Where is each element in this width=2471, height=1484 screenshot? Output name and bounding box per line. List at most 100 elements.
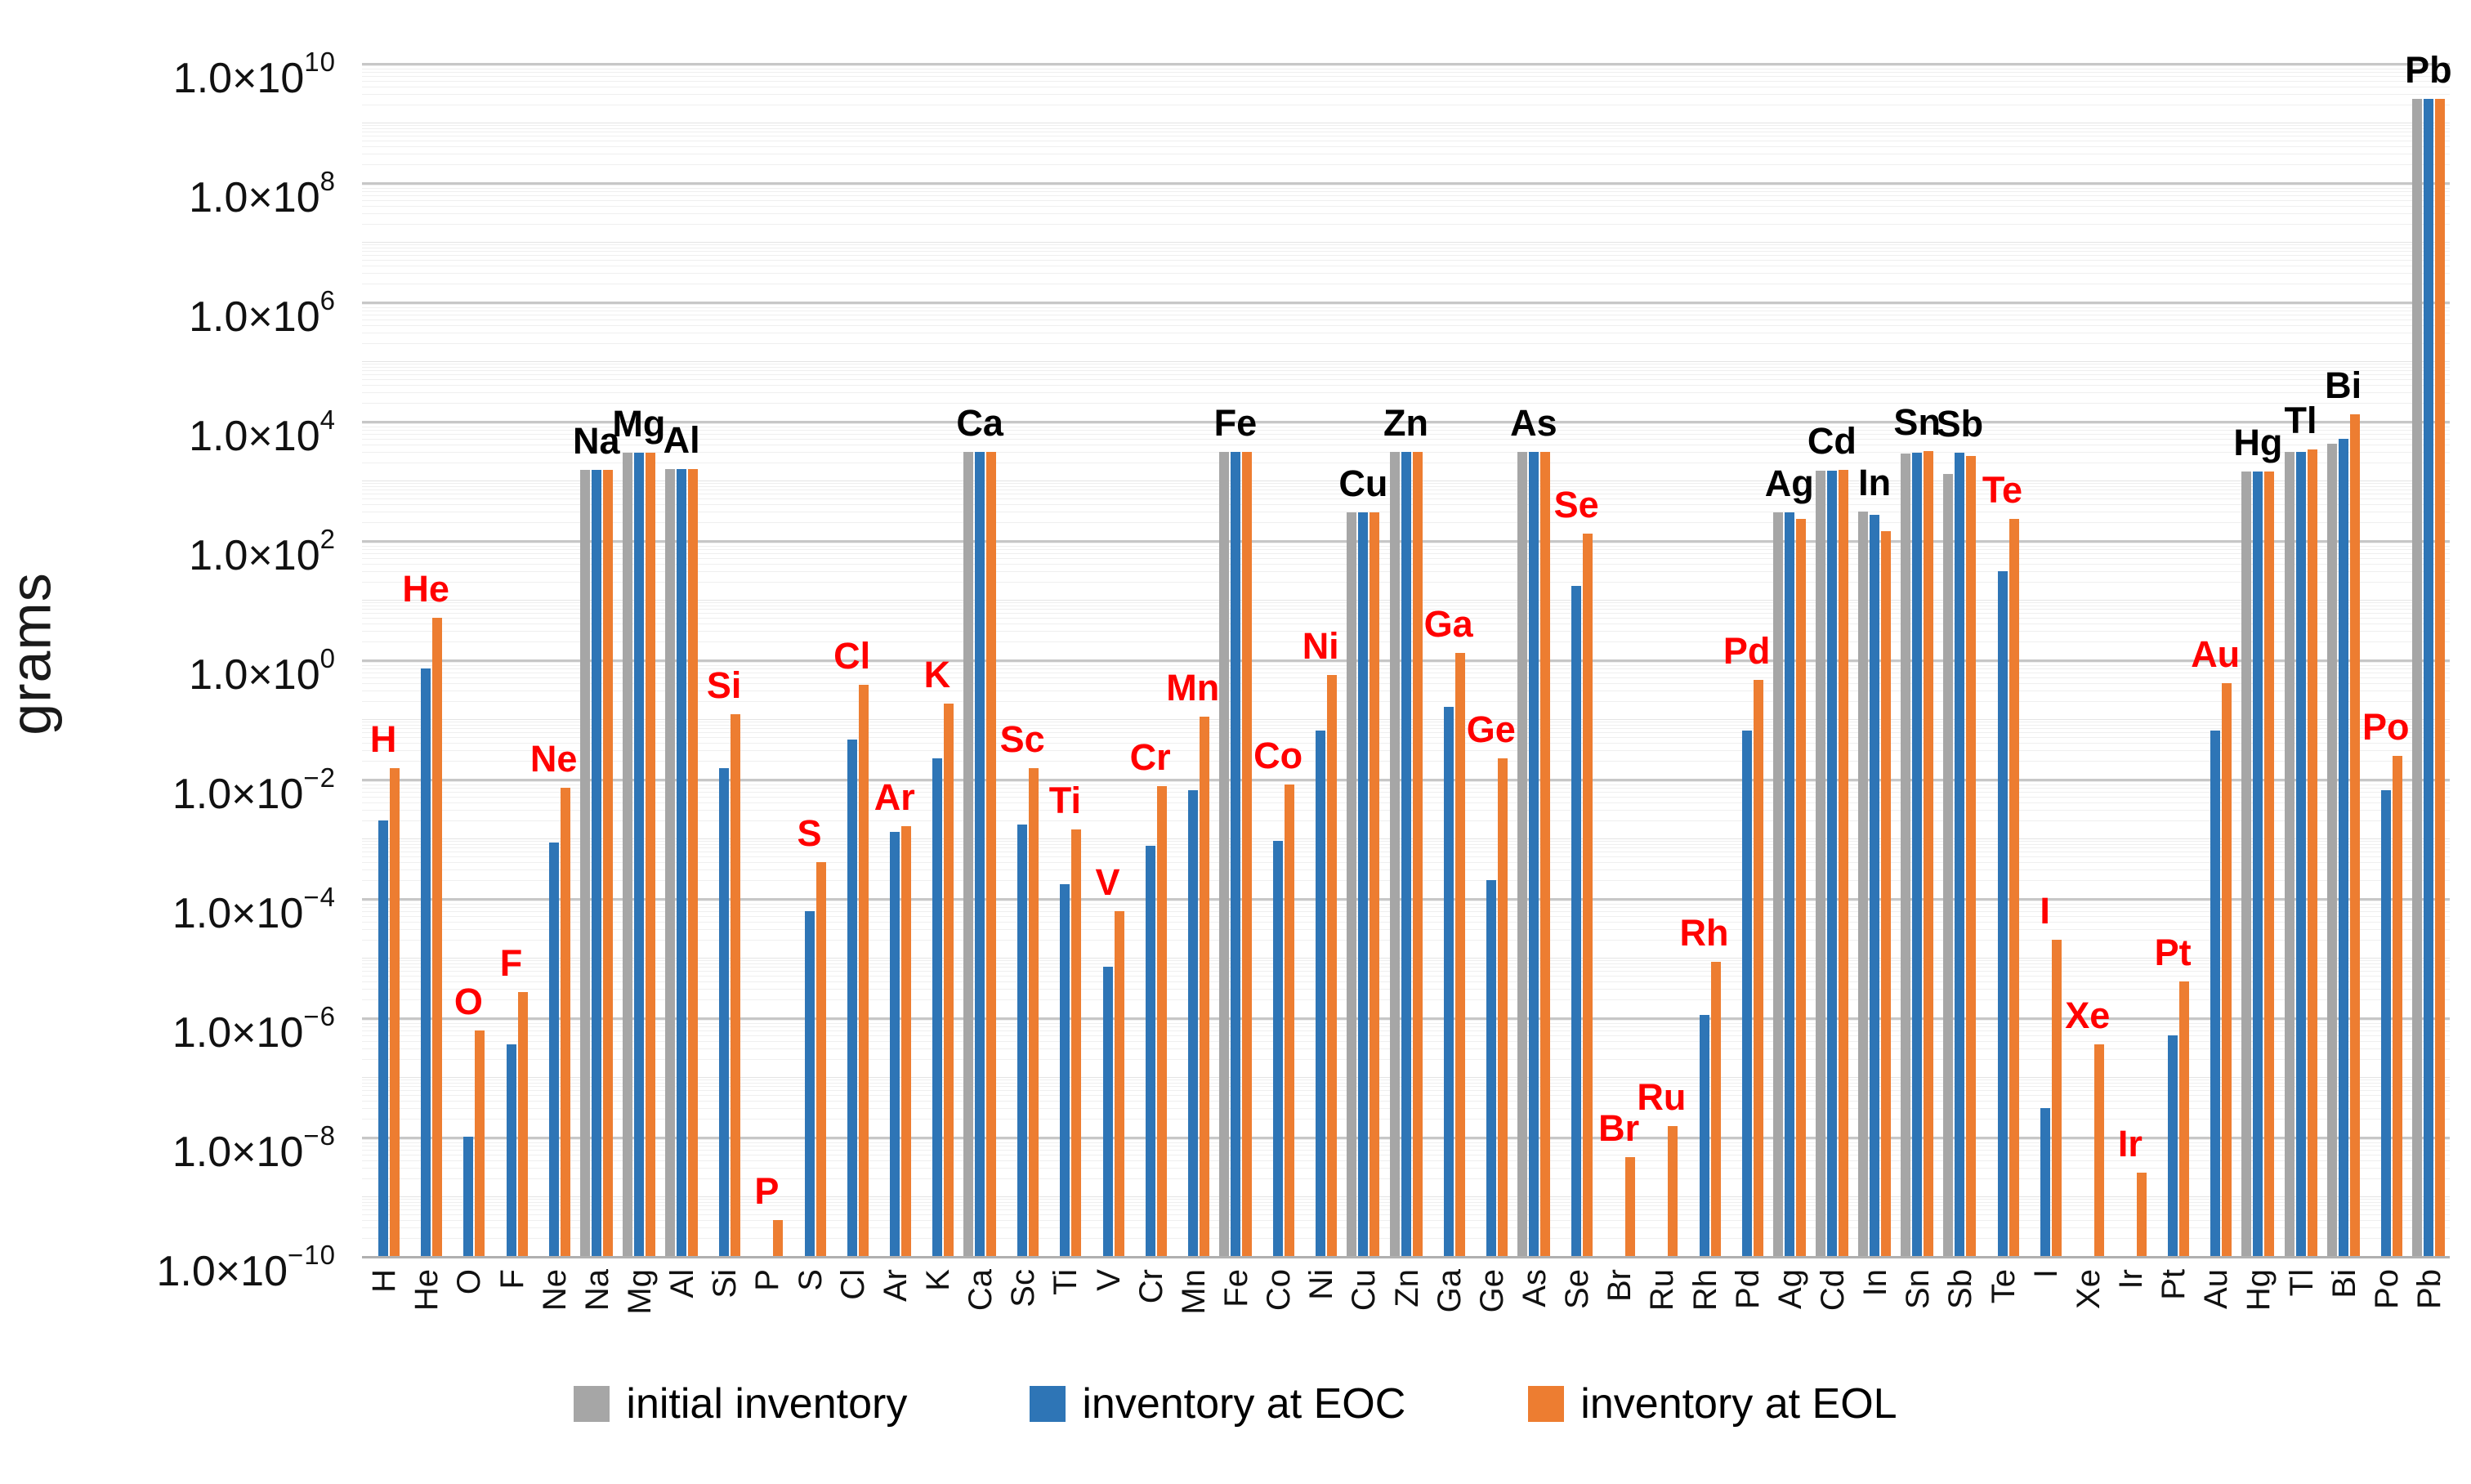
bar-initial-Sb: [1943, 473, 1954, 1256]
bar-eol-Mg: [645, 453, 655, 1256]
minor-gridline: [362, 439, 2450, 440]
bar-eol-Bi: [2349, 413, 2360, 1256]
element-label-Rh: Rh: [1679, 912, 1729, 954]
bar-eoc-Mn: [1187, 789, 1198, 1256]
major-gridline: [362, 302, 2450, 304]
x-axis-label-Na: Na: [579, 1269, 615, 1312]
y-axis-tick: 1.0×10−6: [172, 1001, 336, 1057]
x-axis-label-Ag: Ag: [1772, 1269, 1808, 1309]
bar-initial-Tl: [2284, 452, 2294, 1256]
x-axis-label-Fe: Fe: [1218, 1269, 1254, 1307]
element-label-Zn: Zn: [1383, 402, 1428, 445]
element-label-Al: Al: [663, 419, 700, 462]
bar-eol-Pt: [2179, 981, 2190, 1256]
element-label-Mn: Mn: [1166, 667, 1220, 708]
element-label-Fe: Fe: [1213, 402, 1258, 445]
bar-eoc-Al: [677, 469, 687, 1256]
x-axis-label-O: O: [451, 1269, 488, 1295]
bar-eol-As: [1539, 452, 1550, 1256]
x-axis-label-I: I: [2027, 1269, 2064, 1279]
bar-eoc-Co: [1273, 841, 1284, 1256]
eoc-inventory-swatch-icon: [1030, 1386, 1066, 1422]
bar-eol-Br: [1625, 1157, 1636, 1256]
bar-eoc-V: [1102, 967, 1113, 1256]
major-gridline: [362, 421, 2450, 423]
x-axis-label-Al: Al: [664, 1269, 701, 1298]
element-label-Mg: Mg: [612, 403, 666, 445]
bar-eoc-Au: [2210, 730, 2221, 1256]
x-axis-label-Ru: Ru: [1644, 1269, 1681, 1312]
bar-eol-Ir: [2136, 1173, 2147, 1256]
bar-eoc-Ni: [1316, 730, 1326, 1256]
bar-eol-Al: [688, 469, 699, 1256]
minor-gridline: [362, 434, 2450, 436]
y-axis-tick: 1.0×10−4: [172, 882, 336, 937]
x-axis-label-Ir: Ir: [2112, 1269, 2149, 1290]
minor-gridline: [362, 224, 2450, 225]
minor-gridline: [362, 430, 2450, 431]
minor-gridline: [362, 251, 2450, 253]
bar-eol-Rh: [1710, 962, 1721, 1256]
element-label-Ca: Ca: [956, 402, 1003, 445]
element-label-Au: Au: [2191, 633, 2241, 675]
x-axis-label-Ar: Ar: [877, 1269, 914, 1302]
element-label-Ne: Ne: [530, 738, 578, 780]
bar-eoc-Mg: [633, 453, 644, 1256]
minor-gridline: [362, 304, 2450, 306]
bar-eoc-Ti: [1060, 884, 1070, 1256]
element-label-He: He: [402, 568, 449, 610]
x-axis-label-K: K: [919, 1269, 956, 1291]
bar-eol-Fe: [1241, 452, 1252, 1256]
bar-eoc-Tl: [2295, 452, 2306, 1256]
bar-eol-Pb: [2434, 99, 2445, 1256]
bar-eol-Ga: [1454, 652, 1465, 1256]
bar-eoc-S: [804, 911, 815, 1256]
minor-gridline: [362, 164, 2450, 165]
x-axis-label-Ni: Ni: [1303, 1269, 1340, 1300]
minor-gridline: [362, 273, 2450, 275]
bar-initial-Ag: [1772, 512, 1783, 1256]
bar-eoc-Ca: [975, 452, 985, 1256]
bar-eoc-O: [463, 1137, 474, 1256]
minor-gridline: [362, 185, 2450, 186]
bar-initial-Bi: [2326, 443, 2337, 1256]
minor-gridline: [362, 65, 2450, 67]
minor-gridline: [362, 385, 2450, 386]
bar-eoc-Si: [719, 768, 730, 1256]
eol-inventory-swatch-icon: [1528, 1386, 1565, 1422]
y-axis-tick: 1.0×1010: [172, 47, 336, 102]
bar-eol-Ti: [1071, 829, 1082, 1256]
bar-eol-Tl: [2307, 449, 2317, 1256]
bar-eol-Zn: [1412, 452, 1423, 1256]
minor-gridline: [362, 195, 2450, 197]
legend-label: inventory at EOL: [1580, 1380, 1897, 1428]
y-axis-tick: 1.0×102: [189, 524, 336, 579]
bar-eol-Co: [1285, 784, 1295, 1256]
bar-eoc-H: [378, 820, 389, 1256]
bar-eoc-Ga: [1443, 707, 1454, 1256]
element-label-Sn: Sn: [1893, 401, 1941, 444]
bar-initial-Zn: [1389, 452, 1400, 1256]
x-axis-label-He: He: [409, 1269, 445, 1312]
y-axis-tick: 1.0×108: [189, 166, 336, 221]
minor-gridline: [362, 242, 2450, 243]
initial-inventory-swatch-icon: [574, 1386, 610, 1422]
bar-eoc-In: [1870, 515, 1880, 1256]
bar-eol-Cr: [1156, 786, 1167, 1256]
bar-eoc-Pt: [2168, 1035, 2178, 1256]
x-axis-label-Xe: Xe: [2070, 1269, 2107, 1309]
x-axis-label-Bi: Bi: [2326, 1269, 2362, 1298]
y-axis-tick: 1.0×106: [189, 285, 336, 341]
x-axis-label-Pb: Pb: [2411, 1269, 2447, 1309]
bar-initial-Sn: [1901, 454, 1911, 1256]
minor-gridline: [362, 128, 2450, 130]
bar-eol-Pd: [1753, 680, 1763, 1256]
major-gridline: [362, 182, 2450, 185]
bar-eoc-Cl: [847, 740, 857, 1256]
x-axis-label-Se: Se: [1559, 1269, 1596, 1309]
y-axis-tick: 1.0×104: [189, 405, 336, 460]
bar-eoc-Ar: [889, 831, 900, 1256]
element-label-Hg: Hg: [2233, 422, 2283, 464]
element-label-K: K: [923, 654, 951, 696]
minor-gridline: [362, 374, 2450, 376]
